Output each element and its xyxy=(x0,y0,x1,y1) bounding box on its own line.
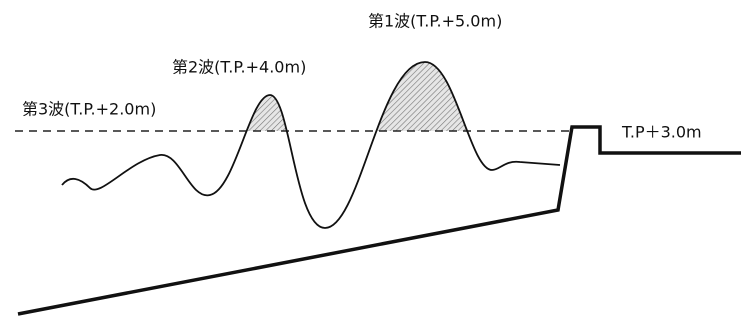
tsunami-diagram: 第1波(T.P.+5.0m) 第2波(T.P.+4.0m) 第3波(T.P.+2… xyxy=(0,0,741,317)
background xyxy=(0,0,741,317)
wave1-label: 第1波(T.P.+5.0m) xyxy=(368,12,502,31)
wave3-label: 第3波(T.P.+2.0m) xyxy=(22,100,156,119)
seawall-label: T.P＋3.0m xyxy=(621,123,702,142)
wave2-label: 第2波(T.P.+4.0m) xyxy=(172,58,306,77)
page: 第1波(T.P.+5.0m) 第2波(T.P.+4.0m) 第3波(T.P.+2… xyxy=(0,0,741,317)
